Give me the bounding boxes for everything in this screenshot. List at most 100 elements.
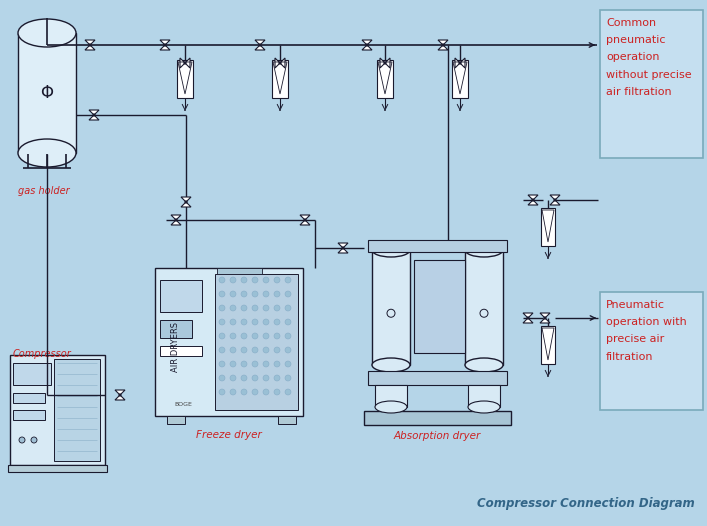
Circle shape (89, 44, 91, 46)
Bar (468, 385, 500, 407)
Circle shape (252, 291, 258, 297)
Circle shape (241, 333, 247, 339)
Circle shape (241, 319, 247, 325)
Circle shape (252, 389, 258, 395)
Circle shape (544, 317, 547, 319)
Bar (541, 326, 555, 364)
Bar (160, 280, 202, 312)
Circle shape (263, 375, 269, 381)
Polygon shape (160, 40, 170, 45)
Circle shape (279, 62, 281, 64)
Circle shape (285, 291, 291, 297)
Bar (465, 250, 503, 365)
Circle shape (119, 394, 121, 396)
Text: Compressor: Compressor (13, 349, 71, 359)
Circle shape (274, 361, 280, 367)
Circle shape (274, 277, 280, 283)
Ellipse shape (18, 139, 76, 167)
Bar (10, 355, 105, 465)
Circle shape (230, 389, 236, 395)
Ellipse shape (468, 401, 500, 413)
Bar (160, 320, 192, 338)
Circle shape (285, 375, 291, 381)
Polygon shape (185, 58, 190, 68)
Circle shape (219, 389, 225, 395)
Circle shape (263, 277, 269, 283)
Circle shape (263, 361, 269, 367)
Circle shape (219, 305, 225, 311)
Ellipse shape (372, 243, 410, 257)
Bar (278, 416, 296, 424)
Polygon shape (85, 45, 95, 50)
Text: Common
pneumatic
operation
without precise
air filtration: Common pneumatic operation without preci… (606, 18, 691, 97)
Circle shape (285, 333, 291, 339)
Circle shape (241, 361, 247, 367)
Circle shape (230, 375, 236, 381)
Circle shape (274, 319, 280, 325)
Circle shape (459, 62, 461, 64)
Bar (414, 260, 465, 353)
Polygon shape (255, 40, 265, 45)
Circle shape (219, 291, 225, 297)
Polygon shape (523, 313, 533, 318)
Polygon shape (181, 197, 191, 202)
Circle shape (252, 333, 258, 339)
Bar (18, 33, 76, 153)
Text: Freeze dryer: Freeze dryer (196, 430, 262, 440)
Bar (8, 465, 107, 472)
Circle shape (304, 219, 306, 221)
Circle shape (19, 437, 25, 443)
Polygon shape (255, 45, 265, 50)
Circle shape (230, 305, 236, 311)
Polygon shape (528, 200, 538, 205)
Circle shape (274, 305, 280, 311)
Circle shape (554, 199, 556, 201)
Polygon shape (540, 313, 550, 318)
Circle shape (341, 247, 344, 249)
Bar (452, 60, 468, 98)
Circle shape (241, 277, 247, 283)
Circle shape (219, 361, 225, 367)
Circle shape (263, 347, 269, 353)
Circle shape (230, 291, 236, 297)
Bar (54, 359, 100, 461)
Bar (368, 240, 507, 252)
Text: Pneumatic
operation with
precise air
filtration: Pneumatic operation with precise air fil… (606, 300, 686, 361)
Circle shape (219, 333, 225, 339)
Circle shape (252, 305, 258, 311)
Polygon shape (455, 58, 460, 68)
Circle shape (384, 62, 386, 64)
Ellipse shape (465, 243, 503, 257)
Polygon shape (160, 45, 170, 50)
Circle shape (230, 347, 236, 353)
Polygon shape (380, 58, 385, 68)
Circle shape (219, 319, 225, 325)
Circle shape (93, 114, 95, 116)
Polygon shape (300, 220, 310, 225)
Circle shape (241, 305, 247, 311)
Polygon shape (523, 318, 533, 323)
Polygon shape (362, 40, 372, 45)
Bar (372, 250, 410, 365)
Polygon shape (171, 220, 181, 225)
Text: Φ: Φ (40, 84, 54, 102)
Circle shape (366, 44, 368, 46)
Circle shape (241, 389, 247, 395)
Bar (600, 10, 703, 158)
Ellipse shape (465, 358, 503, 372)
Bar (368, 371, 507, 385)
Polygon shape (89, 110, 99, 115)
Polygon shape (438, 40, 448, 45)
Circle shape (274, 333, 280, 339)
Circle shape (219, 277, 225, 283)
Polygon shape (280, 58, 285, 68)
Circle shape (252, 319, 258, 325)
Polygon shape (171, 215, 181, 220)
Polygon shape (460, 58, 465, 68)
Circle shape (241, 375, 247, 381)
Circle shape (532, 199, 534, 201)
Polygon shape (181, 202, 191, 207)
Circle shape (230, 333, 236, 339)
Circle shape (219, 375, 225, 381)
Circle shape (442, 44, 444, 46)
